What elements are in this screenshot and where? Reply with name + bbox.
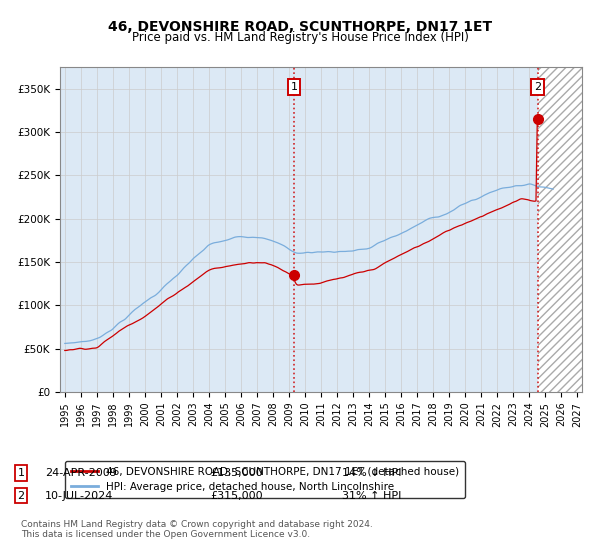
Text: 1: 1 [290, 82, 298, 92]
Text: 46, DEVONSHIRE ROAD, SCUNTHORPE, DN17 1ET: 46, DEVONSHIRE ROAD, SCUNTHORPE, DN17 1E… [108, 20, 492, 34]
Text: £135,000: £135,000 [210, 468, 263, 478]
Text: 2: 2 [534, 82, 541, 92]
Bar [538, 67, 600, 392]
Text: 2: 2 [17, 491, 25, 501]
Text: 10-JUL-2024: 10-JUL-2024 [45, 491, 113, 501]
Text: Contains HM Land Registry data © Crown copyright and database right 2024.
This d: Contains HM Land Registry data © Crown c… [21, 520, 373, 539]
Text: 1: 1 [17, 468, 25, 478]
Text: Price paid vs. HM Land Registry's House Price Index (HPI): Price paid vs. HM Land Registry's House … [131, 31, 469, 44]
Text: £315,000: £315,000 [210, 491, 263, 501]
Legend: 46, DEVONSHIRE ROAD, SCUNTHORPE, DN17 1ET (detached house), HPI: Average price, : 46, DEVONSHIRE ROAD, SCUNTHORPE, DN17 1E… [65, 460, 465, 498]
Text: 24-APR-2009: 24-APR-2009 [45, 468, 117, 478]
Text: 14% ↓ HPI: 14% ↓ HPI [342, 468, 401, 478]
Text: 31% ↑ HPI: 31% ↑ HPI [342, 491, 401, 501]
